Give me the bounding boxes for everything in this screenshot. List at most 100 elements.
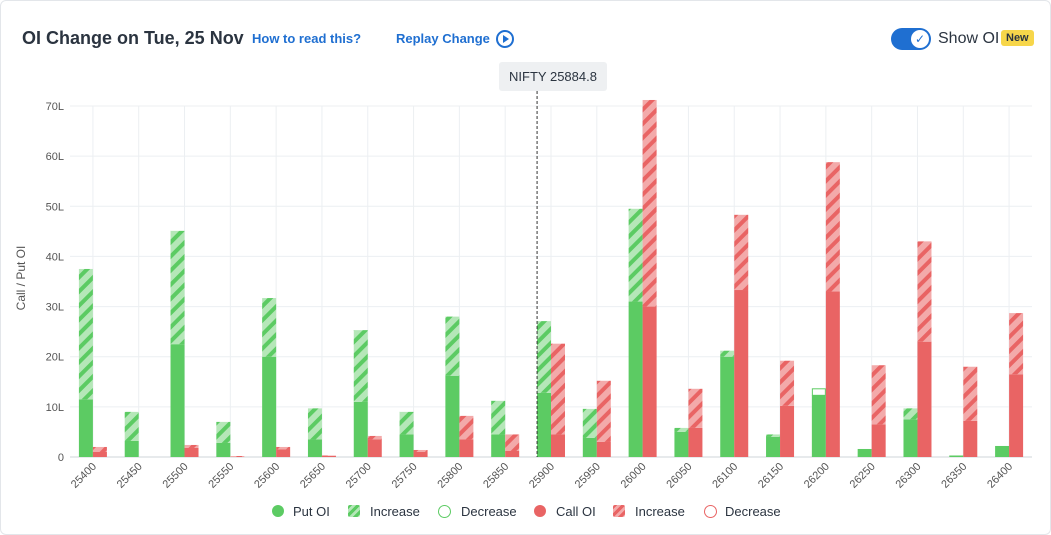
put-oi-bar bbox=[445, 375, 460, 457]
x-tick-label: 25400 bbox=[69, 461, 99, 491]
call-increase-bar bbox=[596, 380, 611, 442]
x-tick-label: 25550 bbox=[206, 461, 236, 491]
call-increase-bar bbox=[688, 388, 703, 428]
play-icon[interactable] bbox=[496, 30, 514, 48]
put-oi-bar bbox=[124, 440, 139, 457]
call-oi-bar bbox=[596, 441, 611, 457]
x-tick-label: 26400 bbox=[985, 461, 1015, 491]
x-tick-label: 26000 bbox=[619, 461, 649, 491]
put-oi-bar bbox=[903, 419, 918, 457]
x-tick-label: 25950 bbox=[573, 461, 603, 491]
x-tick-label: 26050 bbox=[664, 461, 694, 491]
x-tick-label: 26150 bbox=[756, 461, 786, 491]
call-increase-swatch bbox=[613, 505, 625, 517]
put-increase-bar bbox=[491, 400, 506, 435]
call-oi-bar bbox=[413, 451, 428, 457]
call-increase-bar bbox=[734, 214, 749, 291]
x-tick-label: 25800 bbox=[435, 461, 465, 491]
call-increase-bar bbox=[321, 455, 336, 456]
x-tick-label: 26350 bbox=[939, 461, 969, 491]
call-oi-bar bbox=[963, 420, 978, 457]
call-oi-bar bbox=[688, 427, 703, 457]
call-increase-bar bbox=[276, 446, 291, 450]
call-oi-bar bbox=[825, 291, 840, 457]
call-oi-bar bbox=[642, 306, 657, 457]
call-increase-bar bbox=[642, 99, 657, 307]
put-oi-bar bbox=[399, 434, 414, 457]
x-tick-label: 26100 bbox=[710, 461, 740, 491]
call-increase-bar bbox=[505, 434, 520, 451]
call-oi-swatch bbox=[534, 505, 546, 517]
call-increase-bar bbox=[184, 444, 199, 448]
put-increase-bar bbox=[124, 411, 139, 441]
put-oi-bar bbox=[353, 401, 368, 457]
call-increase-bar bbox=[551, 343, 565, 435]
put-oi-bar bbox=[216, 442, 231, 457]
put-increase-bar bbox=[537, 321, 551, 393]
legend-call-oi[interactable]: Call OI bbox=[556, 504, 596, 519]
x-tick-label: 25750 bbox=[390, 461, 420, 491]
put-increase-bar bbox=[674, 427, 689, 432]
x-tick-label: 26200 bbox=[802, 461, 832, 491]
put-increase-bar bbox=[170, 230, 185, 345]
legend-put-increase[interactable]: Increase bbox=[370, 504, 420, 519]
y-tick-label: 20L bbox=[46, 352, 64, 364]
call-decrease-swatch bbox=[704, 505, 717, 518]
put-increase-bar bbox=[262, 298, 277, 357]
call-oi-bar bbox=[276, 449, 291, 457]
call-increase-bar bbox=[917, 241, 932, 342]
y-axis-label: Call / Put OI bbox=[14, 246, 28, 311]
call-increase-bar bbox=[230, 455, 245, 457]
how-to-read-link[interactable]: How to read this? bbox=[252, 31, 362, 46]
put-oi-bar bbox=[720, 356, 735, 457]
replay-change-link[interactable]: Replay Change bbox=[396, 31, 490, 46]
legend-put-decrease[interactable]: Decrease bbox=[461, 504, 517, 519]
call-oi-bar bbox=[871, 424, 886, 457]
call-increase-bar bbox=[459, 415, 474, 440]
put-oi-swatch bbox=[272, 505, 284, 517]
call-oi-bar bbox=[321, 455, 336, 457]
x-tick-label: 25900 bbox=[527, 461, 557, 491]
put-increase-bar bbox=[78, 268, 93, 400]
call-oi-bar bbox=[184, 447, 199, 457]
put-oi-bar bbox=[78, 399, 93, 457]
new-badge: New bbox=[1001, 30, 1034, 46]
y-tick-label: 70L bbox=[46, 101, 64, 113]
call-increase-bar bbox=[413, 449, 428, 452]
legend-call-decrease[interactable]: Decrease bbox=[725, 504, 781, 519]
x-tick-label: 25700 bbox=[344, 461, 374, 491]
call-oi-bar bbox=[551, 434, 565, 457]
put-oi-bar bbox=[674, 431, 689, 457]
show-oi-label: Show OI bbox=[938, 30, 1000, 47]
call-increase-bar bbox=[367, 435, 382, 440]
put-increase-bar bbox=[353, 330, 368, 402]
put-oi-bar bbox=[766, 436, 781, 457]
y-tick-label: 60L bbox=[46, 151, 64, 163]
put-oi-bar bbox=[262, 356, 277, 457]
x-tick-label: 25500 bbox=[161, 461, 191, 491]
call-increase-bar bbox=[780, 360, 795, 406]
call-increase-bar bbox=[92, 446, 107, 452]
put-oi-bar bbox=[949, 455, 964, 457]
call-oi-bar bbox=[734, 290, 749, 457]
show-oi-toggle[interactable]: ✓ bbox=[891, 28, 931, 50]
legend-call-increase[interactable]: Increase bbox=[635, 504, 685, 519]
put-oi-bar bbox=[582, 437, 597, 457]
put-oi-bar bbox=[857, 448, 872, 457]
legend-put-oi[interactable]: Put OI bbox=[293, 504, 330, 519]
y-tick-label: 0 bbox=[58, 452, 64, 464]
legend: Put OI Increase Decrease Call OI Increas… bbox=[0, 505, 1051, 521]
put-increase-bar bbox=[445, 316, 460, 376]
call-oi-bar bbox=[780, 405, 795, 457]
call-increase-bar bbox=[1009, 313, 1024, 375]
put-oi-bar bbox=[628, 301, 643, 457]
call-increase-bar bbox=[963, 366, 978, 421]
call-oi-bar bbox=[1009, 374, 1024, 457]
put-oi-bar bbox=[537, 392, 551, 457]
put-oi-bar bbox=[307, 439, 322, 457]
x-tick-label: 25450 bbox=[115, 461, 145, 491]
put-increase-bar bbox=[399, 411, 414, 435]
put-decrease-bar bbox=[811, 388, 826, 396]
put-increase-bar bbox=[766, 434, 781, 437]
